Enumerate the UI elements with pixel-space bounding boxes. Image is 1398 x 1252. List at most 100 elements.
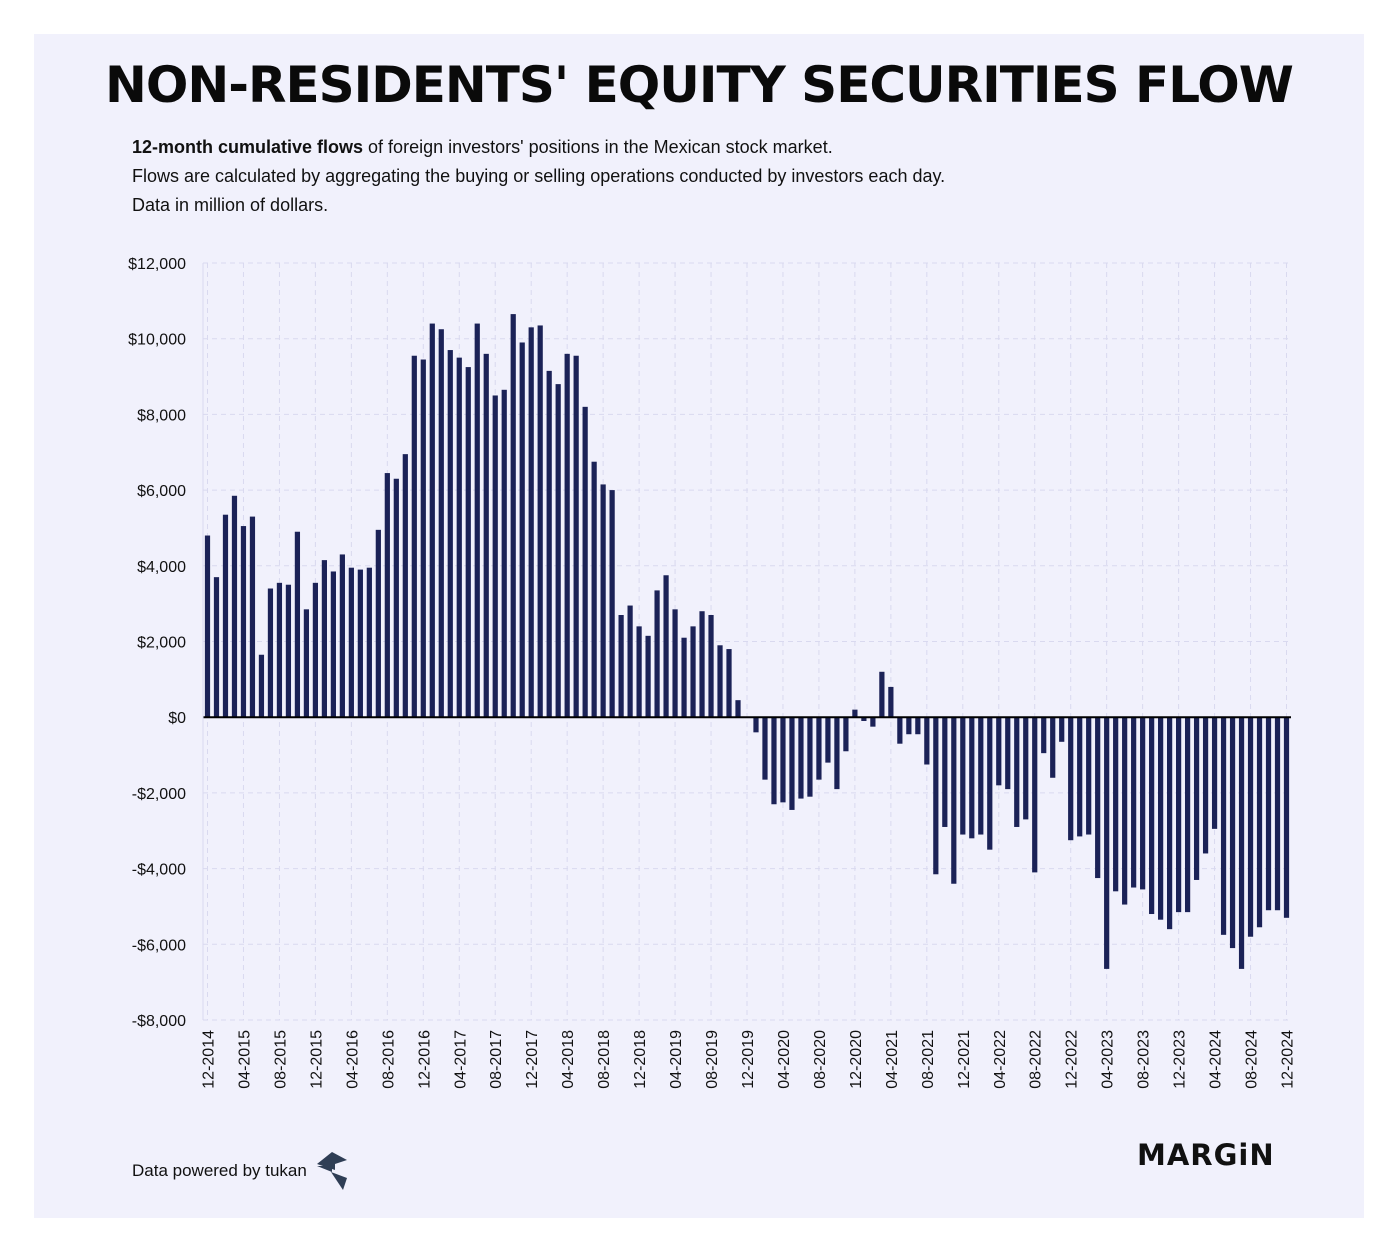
x-tick-label: 08-2018 xyxy=(596,1030,613,1089)
x-tick-label: 12-2015 xyxy=(308,1030,325,1089)
bar xyxy=(357,569,363,718)
bar xyxy=(933,717,939,875)
bar xyxy=(375,529,381,718)
bar xyxy=(339,554,345,718)
x-tick-label: 08-2016 xyxy=(380,1030,397,1089)
bar xyxy=(1220,717,1227,935)
x-tick-label: 04-2020 xyxy=(776,1030,793,1089)
x-tick-label: 08-2020 xyxy=(812,1030,829,1089)
bar xyxy=(1104,717,1110,969)
x-tick-label: 12-2024 xyxy=(1280,1030,1297,1089)
x-tick-label: 12-2018 xyxy=(632,1030,649,1089)
bar xyxy=(690,626,696,718)
x-tick-label: 12-2014 xyxy=(200,1030,217,1089)
x-tick-label: 04-2017 xyxy=(452,1030,469,1089)
bar xyxy=(528,327,534,718)
x-tick-label: 12-2019 xyxy=(740,1030,757,1089)
bar xyxy=(681,637,687,718)
bar xyxy=(519,342,525,718)
subtitle-line-3: Data in million of dollars. xyxy=(132,195,329,215)
x-tick-label: 04-2016 xyxy=(344,1030,361,1089)
x-tick-label: 12-2023 xyxy=(1172,1030,1189,1089)
bar xyxy=(1068,717,1074,841)
y-tick-label: $12,000 xyxy=(128,256,186,273)
bar xyxy=(780,717,786,803)
bar xyxy=(708,615,714,718)
x-tick-label: 12-2021 xyxy=(956,1030,973,1089)
bar xyxy=(618,615,624,718)
bar xyxy=(1211,717,1218,829)
bar xyxy=(879,671,885,718)
bar xyxy=(852,709,858,718)
bar xyxy=(753,717,759,733)
bar xyxy=(789,717,795,810)
bar xyxy=(1158,717,1164,920)
bar xyxy=(267,588,274,718)
bar xyxy=(861,717,867,721)
x-tick-label: 08-2022 xyxy=(1028,1030,1045,1089)
margin-logo: MARGiN xyxy=(1137,1138,1275,1172)
bar xyxy=(978,717,984,835)
bar xyxy=(1032,717,1038,873)
bar xyxy=(321,560,327,718)
bars xyxy=(204,314,1290,969)
bar xyxy=(771,717,777,805)
bar xyxy=(438,329,444,718)
bar xyxy=(222,514,229,718)
bar xyxy=(600,484,606,718)
bar xyxy=(294,531,301,718)
x-tick-label: 08-2019 xyxy=(704,1030,721,1089)
x-tick-label: 12-2022 xyxy=(1064,1030,1081,1089)
bar xyxy=(834,717,840,790)
bar xyxy=(951,717,957,884)
y-axis-labels: $12,000 $10,000 $8,000 $6,000 $4,000 $2,000 $0… xyxy=(128,256,186,1030)
bar xyxy=(1274,717,1281,911)
bar xyxy=(1014,717,1020,827)
bar xyxy=(870,717,876,727)
y-tick-label: $8,000 xyxy=(137,407,186,424)
bar xyxy=(276,582,283,718)
bar xyxy=(555,384,561,718)
bar xyxy=(240,526,247,718)
subtitle-line-1: 12-month cumulative flows of foreign inv… xyxy=(132,133,945,162)
x-tick-label: 04-2021 xyxy=(884,1030,901,1089)
bar xyxy=(420,359,426,718)
bar xyxy=(1122,717,1128,905)
bar xyxy=(627,605,633,718)
bar xyxy=(1086,717,1092,835)
bar xyxy=(843,717,849,752)
bar xyxy=(807,717,813,797)
bar xyxy=(1023,717,1029,820)
bar xyxy=(1247,717,1254,937)
x-tick-label: 08-2023 xyxy=(1136,1030,1153,1089)
bar xyxy=(1283,717,1290,918)
grid xyxy=(203,262,1291,1021)
bar xyxy=(465,367,471,718)
bar xyxy=(1059,717,1065,742)
bar xyxy=(1265,717,1272,911)
bar xyxy=(924,717,930,765)
bar xyxy=(699,611,705,718)
x-tick-label: 04-2015 xyxy=(236,1030,253,1089)
bar xyxy=(762,717,768,780)
bar xyxy=(888,686,894,718)
x-tick-label: 04-2023 xyxy=(1100,1030,1117,1089)
bar xyxy=(1005,717,1011,790)
x-tick-label: 04-2019 xyxy=(668,1030,685,1089)
bar xyxy=(1202,717,1209,854)
y-tick-label: -$4,000 xyxy=(132,862,186,879)
x-tick-label: 08-2017 xyxy=(488,1030,505,1089)
bar xyxy=(564,353,570,718)
bar xyxy=(1131,717,1137,888)
bar xyxy=(897,717,903,744)
bar xyxy=(996,717,1002,786)
subtitle-emphasis: 12-month cumulative flows xyxy=(132,137,364,157)
chart-title: NON-RESIDENTS' EQUITY SECURITIES FLOW xyxy=(105,56,1294,114)
bar xyxy=(447,350,453,718)
bar xyxy=(402,454,408,718)
bar xyxy=(258,654,265,718)
tukan-logo-icon xyxy=(316,1152,347,1190)
bar xyxy=(609,490,615,718)
x-tick-label: 04-2018 xyxy=(560,1030,577,1089)
